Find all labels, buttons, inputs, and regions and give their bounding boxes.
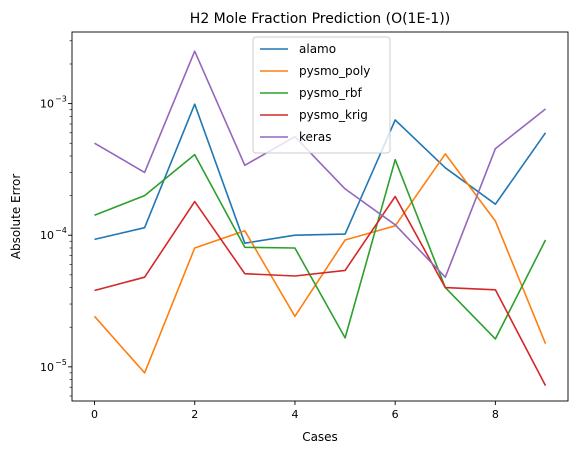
series-line-pysmo_rbf xyxy=(94,153,547,340)
series-line-pysmo_krig xyxy=(94,195,547,386)
x-tick-label: 6 xyxy=(392,408,399,421)
legend-label-keras: keras xyxy=(299,130,331,144)
x-tick-label: 4 xyxy=(291,408,298,421)
y-tick-label: 10 xyxy=(40,361,54,374)
y-tick-exponent: −4 xyxy=(55,226,67,235)
legend-label-pysmo_krig: pysmo_krig xyxy=(299,108,368,122)
y-tick-label: 10 xyxy=(40,229,54,242)
series-layer xyxy=(93,50,547,386)
legend-label-pysmo_rbf: pysmo_rbf xyxy=(299,86,363,100)
y-tick-exponent: −3 xyxy=(55,95,67,104)
series-line-keras xyxy=(94,50,546,279)
y-tick-label: 10 xyxy=(40,98,54,111)
axes-layer: 0 2 4 6 810−510−410−3 xyxy=(40,31,569,421)
legend-label-alamo: alamo xyxy=(299,42,336,56)
legend-box xyxy=(252,36,391,154)
x-tick-label: 8 xyxy=(492,408,499,421)
plot-frame xyxy=(71,31,569,402)
legend-label-pysmo_poly: pysmo_poly xyxy=(299,64,370,78)
chart-title: H2 Mole Fraction Prediction (O(1E-1)) xyxy=(190,11,450,27)
y-tick-exponent: −5 xyxy=(55,358,67,367)
x-tick-label: 0 xyxy=(91,408,98,421)
y-axis-label: Absolute Error xyxy=(9,174,23,260)
series-line-pysmo_poly xyxy=(93,153,547,374)
series-line-alamo xyxy=(94,103,547,244)
x-tick-label: 2 xyxy=(191,408,198,421)
x-axis-label: Cases xyxy=(302,430,338,444)
